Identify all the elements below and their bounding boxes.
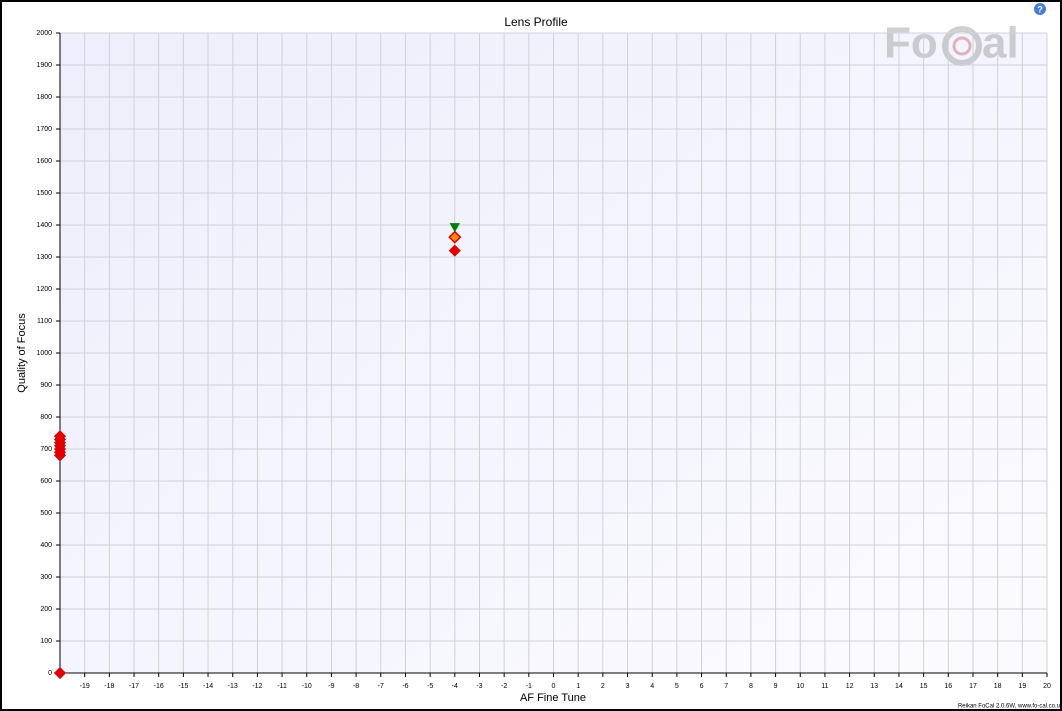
y-tick-label: 400 xyxy=(40,542,52,549)
x-tick-label: 16 xyxy=(944,683,952,690)
y-tick-label: 1400 xyxy=(36,222,52,229)
x-tick-label: -9 xyxy=(328,683,334,690)
x-tick-label: 2 xyxy=(601,683,605,690)
x-tick-label: 3 xyxy=(626,683,630,690)
y-tick-label: 700 xyxy=(40,446,52,453)
x-tick-label: 1 xyxy=(576,683,580,690)
x-tick-label: 12 xyxy=(846,683,854,690)
y-axis-label: Quality of Focus xyxy=(16,313,28,393)
logo-text: al xyxy=(982,19,1019,68)
y-tick-label: 1300 xyxy=(36,254,52,261)
x-tick-label: -10 xyxy=(302,683,312,690)
y-tick-label: 1700 xyxy=(36,126,52,133)
y-tick-label: 200 xyxy=(40,606,52,613)
y-tick-label: 2000 xyxy=(36,30,52,37)
x-tick-label: -2 xyxy=(501,683,507,690)
x-tick-label: -15 xyxy=(178,683,188,690)
x-tick-label: 5 xyxy=(675,683,679,690)
logo-ring-inner xyxy=(952,36,972,56)
y-tick-label: 1100 xyxy=(37,318,52,325)
x-tick-label: -13 xyxy=(228,683,238,690)
data-point xyxy=(449,223,460,233)
logo-text: Fo xyxy=(884,19,938,68)
x-tick-label: 10 xyxy=(796,683,804,690)
x-tick-label: -11 xyxy=(277,683,287,690)
y-tick-label: 1600 xyxy=(36,158,52,165)
x-tick-label: 13 xyxy=(870,683,878,690)
y-tick-label: 900 xyxy=(40,382,52,389)
x-tick-label: 20 xyxy=(1043,683,1051,690)
data-point xyxy=(448,230,462,244)
data-point xyxy=(53,430,67,443)
x-tick-label: 18 xyxy=(994,683,1002,690)
x-tick-label: -4 xyxy=(452,683,458,690)
x-tick-label: 6 xyxy=(700,683,704,690)
x-tick-label: 14 xyxy=(895,683,903,690)
x-tick-label: 19 xyxy=(1018,683,1026,690)
help-label[interactable]: ? xyxy=(1037,4,1043,14)
y-tick-label: 300 xyxy=(40,574,52,581)
y-tick-label: 1800 xyxy=(36,94,52,101)
x-tick-label: -3 xyxy=(476,683,482,690)
y-tick-label: 600 xyxy=(40,478,52,485)
help-button[interactable] xyxy=(1034,3,1046,15)
x-tick-label: -19 xyxy=(80,683,90,690)
y-tick-label: 800 xyxy=(40,414,52,421)
y-tick-label: 500 xyxy=(40,510,52,517)
x-tick-label: -17 xyxy=(129,683,139,690)
x-tick-label: -5 xyxy=(427,683,433,690)
x-tick-label: -16 xyxy=(154,683,164,690)
x-tick-label: -1 xyxy=(526,683,532,690)
y-tick-label: 1900 xyxy=(36,62,52,69)
logo: Fo al xyxy=(884,19,1019,68)
x-tick-label: 0 xyxy=(552,683,556,690)
x-tick-label: 15 xyxy=(920,683,928,690)
x-tick-label: -7 xyxy=(378,683,384,690)
footer: Reikan FoCal 2.0.6W, www.fo-cal.co.u xyxy=(958,704,1060,710)
x-tick-label: 11 xyxy=(821,683,828,690)
x-tick-label: -8 xyxy=(353,683,359,690)
x-tick-label: 4 xyxy=(650,683,654,690)
x-tick-label: -18 xyxy=(104,683,114,690)
logo-ring xyxy=(942,26,982,66)
chart-title: Lens Profile xyxy=(504,15,568,29)
x-tick-label: -12 xyxy=(252,683,262,690)
x-tick-label: 17 xyxy=(969,683,977,690)
y-tick-label: 1200 xyxy=(36,286,52,293)
x-tick-label: -6 xyxy=(402,683,408,690)
x-axis-label: AF Fine Tune xyxy=(520,692,586,704)
data-point xyxy=(448,244,461,257)
x-tick-label: -14 xyxy=(203,683,213,690)
x-tick-label: 9 xyxy=(774,683,778,690)
x-tick-label: 7 xyxy=(724,683,728,690)
x-tick-label: 8 xyxy=(749,683,753,690)
y-tick-label: 0 xyxy=(48,670,52,677)
y-tick-label: 1000 xyxy=(36,350,52,357)
y-tick-label: 1500 xyxy=(36,190,52,197)
data-point xyxy=(53,666,67,680)
y-tick-label: 100 xyxy=(40,638,52,645)
